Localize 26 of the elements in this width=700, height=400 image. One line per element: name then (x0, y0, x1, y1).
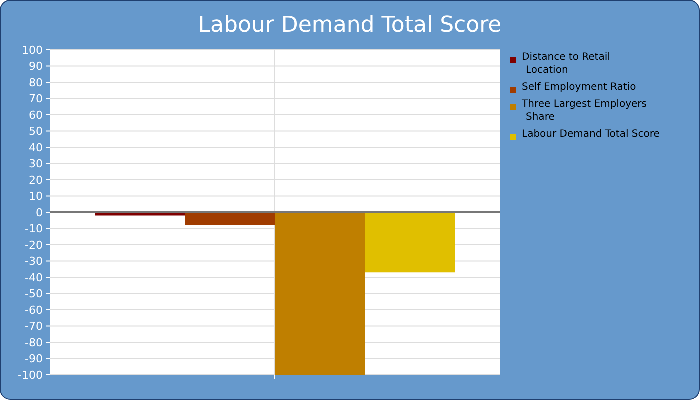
y-tick-label: -50 (25, 288, 43, 301)
y-tick-label: 60 (29, 108, 43, 122)
y-tick-label: 30 (29, 158, 43, 171)
legend-label: Labour Demand Total Score (522, 129, 660, 140)
y-tick-label: -30 (25, 255, 43, 268)
y-tick-label: -20 (25, 238, 43, 252)
y-tick-label: 50 (29, 125, 43, 138)
y-tick-label: -40 (25, 271, 43, 284)
legend-label: Three Largest Employers Share (521, 99, 647, 123)
y-tick-label: 90 (29, 60, 43, 74)
y-tick-label: 0 (36, 206, 43, 220)
y-tick-label: -60 (25, 304, 43, 317)
y-tick-label: 70 (29, 92, 43, 106)
legend-label: Self Employment Ratio (522, 82, 636, 93)
y-tick-label: -90 (25, 352, 43, 366)
y-tick-label: 10 (29, 190, 43, 204)
y-tick-label: -70 (25, 320, 43, 334)
chart-title: Labour Demand Total Score (198, 13, 502, 38)
y-tick-label: 20 (29, 174, 43, 187)
y-tick-label: 100 (22, 44, 43, 57)
y-tick-label: -100 (18, 368, 43, 382)
y-tick-label: 80 (29, 76, 43, 90)
y-tick-label: 40 (29, 141, 43, 154)
y-tick-label: -10 (25, 222, 43, 236)
legend-label: Distance to Retail Location (522, 52, 610, 76)
y-tick-label: -80 (25, 336, 43, 350)
